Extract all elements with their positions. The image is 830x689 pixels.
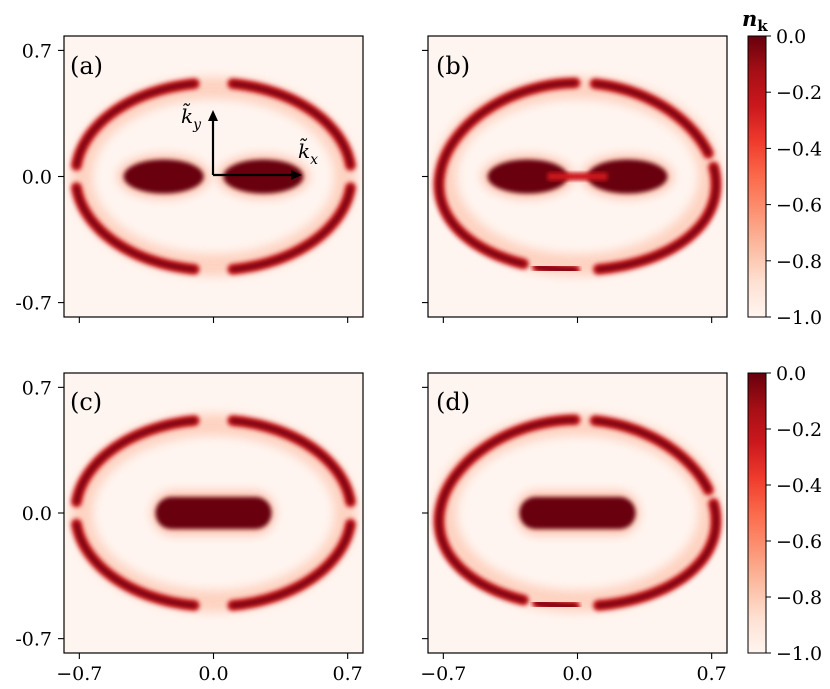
colorbar-tick-label: −0.4 [776,475,822,497]
outer-ring-glow [70,413,357,613]
y-tick-label: 0.0 [22,503,52,525]
x-tick-label: −0.7 [56,663,102,685]
panel-tag: (a) [70,52,103,80]
ring-arc-core-3 [596,501,719,608]
panel-tag: (c) [70,388,102,416]
ring-arc-core-2 [74,185,197,272]
ring-arc-core-2 [74,522,197,608]
ring-arc-core-1 [74,418,197,504]
colorbar-tick-label: −0.8 [776,251,822,273]
colorbar-tick-label: −0.8 [776,587,822,609]
y-tick-label: 0.7 [22,40,52,62]
outer-ring-glow [70,76,357,277]
central-lobe-0 [123,159,204,194]
colorbar-tick-label: −0.6 [776,531,822,553]
lobe-bridge [547,172,608,181]
x-tick-label: 0.0 [198,663,228,685]
ky-label: k̃y [181,102,202,133]
panel-d: −0.7 0.0 0.7 (d) [420,372,728,685]
y-tick-label: -0.7 [15,293,52,315]
central-lobe-1 [223,159,304,194]
x-tick-label: 0.7 [333,663,363,685]
ring-arc-core-2 [535,600,577,609]
colorbar-tick-label: −0.6 [776,195,822,217]
ring-arc-core-3 [230,522,353,608]
colorbar-label: nk [742,6,768,35]
colorbar-tick-label: 0.0 [776,26,806,48]
ring-arc-core-3 [596,165,719,272]
outer-ring-glow [434,76,721,277]
colorbar-tick-label: −1.0 [776,643,822,665]
central-lobe-0 [487,159,568,194]
colorbar-tick-label: −0.2 [776,419,822,441]
ring-arc-core-2 [535,264,577,273]
ring-arc-core-0 [593,81,711,156]
ring-arc-core-0 [593,418,711,492]
central-lobe-1 [587,159,668,194]
x-tick-label: 0.7 [697,663,727,685]
panel-a: -0.7 0.0 0.7 (a) [15,35,364,323]
central-capsule [519,497,636,529]
y-tick-label: -0.7 [15,629,52,651]
colorbar-1: 0.0 −0.2 −0.4 −0.6 −0.8 −1.0 [747,363,822,665]
kx-arrowhead [291,170,302,180]
outer-ring-glow [434,413,721,613]
ring-arc-core-0 [230,418,353,504]
central-capsule [155,497,272,529]
x-tick-label: −0.7 [420,663,466,685]
panel-c: −0.7-0.7 0.0 0.0 0.7 0.7 (c) [15,372,364,685]
colorbar-gradient [747,372,767,654]
colorbar-tick-label: −1.0 [776,307,822,329]
ring-arc-core-1 [436,417,577,602]
y-tick-label: 0.0 [22,167,52,189]
colorbar-0: 0.0 −0.2 −0.4 −0.6 −0.8 −1.0 [747,26,822,329]
colorbar-tick-label: −0.4 [776,138,822,160]
ring-arc-core-1 [74,81,197,168]
colorbar-tick-label: −0.2 [776,82,822,104]
panel-tag: (d) [436,388,470,416]
ring-arc-core-3 [230,185,353,272]
axis-arrows: k̃y k̃x [181,102,318,180]
colorbar-tick-label: 0.0 [776,363,806,385]
kx-label: k̃x [298,137,318,168]
colorbar-gradient [747,35,767,318]
ky-arrowhead [208,110,218,121]
y-tick-label: 0.7 [22,377,52,399]
x-tick-label: 0.0 [562,663,592,685]
ring-arc-core-0 [230,81,353,168]
ring-arc-core-1 [436,80,577,266]
panel-tag: (b) [436,52,470,80]
panel-b: (b) [422,35,728,323]
